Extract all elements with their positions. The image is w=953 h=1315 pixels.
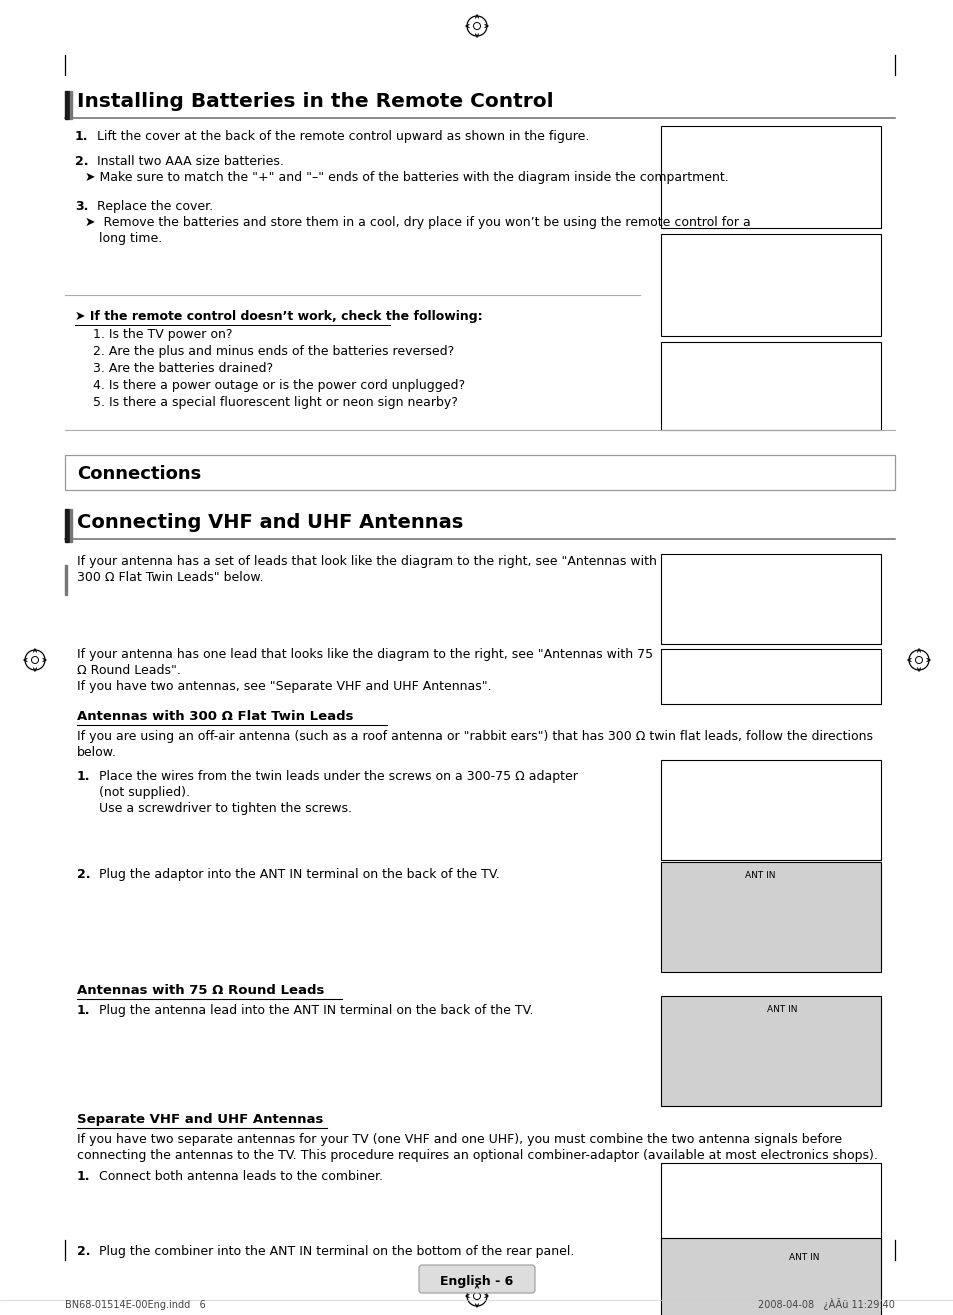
Text: below.: below.: [77, 746, 117, 759]
Text: ANT IN: ANT IN: [788, 1253, 819, 1262]
Text: ➤  Remove the batteries and store them in a cool, dry place if you won’t be usin: ➤ Remove the batteries and store them in…: [85, 216, 750, 229]
Text: ANT IN: ANT IN: [744, 871, 775, 880]
Text: ➤ If the remote control doesn’t work, check the following:: ➤ If the remote control doesn’t work, ch…: [75, 310, 482, 323]
Text: Lift the cover at the back of the remote control upward as shown in the figure.: Lift the cover at the back of the remote…: [97, 130, 589, 143]
Text: 3.: 3.: [75, 200, 89, 213]
Text: 1.: 1.: [77, 771, 91, 782]
Text: English - 6: English - 6: [440, 1276, 513, 1289]
Text: (not supplied).: (not supplied).: [99, 786, 190, 800]
Bar: [65, 91, 69, 118]
Text: 2. Are the plus and minus ends of the batteries reversed?: 2. Are the plus and minus ends of the ba…: [92, 345, 454, 358]
Bar: [660, 342, 880, 430]
Bar: [65, 565, 68, 594]
Text: Antennas with 300 Ω Flat Twin Leads: Antennas with 300 Ω Flat Twin Leads: [77, 710, 354, 723]
Bar: [65, 455, 894, 490]
Bar: [660, 1237, 880, 1315]
Bar: [660, 995, 880, 1106]
Text: 2008-04-08   ¿ÀÃü 11:29:40: 2008-04-08 ¿ÀÃü 11:29:40: [758, 1298, 894, 1310]
Bar: [70, 509, 72, 542]
Text: If your antenna has one lead that looks like the diagram to the right, see "Ante: If your antenna has one lead that looks …: [77, 648, 653, 661]
FancyBboxPatch shape: [418, 1265, 535, 1293]
Bar: [660, 554, 880, 644]
Bar: [660, 760, 880, 860]
Bar: [65, 509, 69, 542]
Text: 300 Ω Flat Twin Leads" below.: 300 Ω Flat Twin Leads" below.: [77, 571, 263, 584]
Bar: [660, 1162, 880, 1248]
Text: Use a screwdriver to tighten the screws.: Use a screwdriver to tighten the screws.: [99, 802, 352, 815]
Text: long time.: long time.: [99, 231, 162, 245]
Bar: [660, 863, 880, 972]
Text: If you are using an off-air antenna (such as a roof antenna or "rabbit ears") th: If you are using an off-air antenna (suc…: [77, 730, 872, 743]
Text: If you have two antennas, see "Separate VHF and UHF Antennas".: If you have two antennas, see "Separate …: [77, 680, 491, 693]
Bar: [660, 650, 880, 704]
Text: 1. Is the TV power on?: 1. Is the TV power on?: [92, 327, 233, 341]
Text: 1.: 1.: [77, 1170, 91, 1184]
Bar: [660, 126, 880, 227]
Text: 5. Is there a special fluorescent light or neon sign nearby?: 5. Is there a special fluorescent light …: [92, 396, 457, 409]
Text: 1.: 1.: [77, 1003, 91, 1016]
Text: connecting the antennas to the TV. This procedure requires an optional combiner-: connecting the antennas to the TV. This …: [77, 1149, 877, 1162]
Text: Connect both antenna leads to the combiner.: Connect both antenna leads to the combin…: [99, 1170, 382, 1184]
Text: If you have two separate antennas for your TV (one VHF and one UHF), you must co: If you have two separate antennas for yo…: [77, 1134, 841, 1145]
Text: 4. Is there a power outage or is the power cord unplugged?: 4. Is there a power outage or is the pow…: [92, 379, 465, 392]
Text: Antennas with 75 Ω Round Leads: Antennas with 75 Ω Round Leads: [77, 984, 324, 997]
Text: 2.: 2.: [75, 155, 89, 168]
Text: Separate VHF and UHF Antennas: Separate VHF and UHF Antennas: [77, 1112, 323, 1126]
Bar: [70, 91, 72, 118]
Text: If your antenna has a set of leads that look like the diagram to the right, see : If your antenna has a set of leads that …: [77, 555, 657, 568]
Bar: [660, 234, 880, 337]
Text: Ω Round Leads".: Ω Round Leads".: [77, 664, 181, 677]
Text: Place the wires from the twin leads under the screws on a 300-75 Ω adapter: Place the wires from the twin leads unde…: [99, 771, 578, 782]
Text: Installing Batteries in the Remote Control: Installing Batteries in the Remote Contr…: [77, 92, 553, 110]
Text: Plug the antenna lead into the ANT IN terminal on the back of the TV.: Plug the antenna lead into the ANT IN te…: [99, 1003, 533, 1016]
Text: BN68-01514E-00Eng.indd   6: BN68-01514E-00Eng.indd 6: [65, 1301, 206, 1310]
Text: Replace the cover.: Replace the cover.: [97, 200, 213, 213]
Text: Plug the combiner into the ANT IN terminal on the bottom of the rear panel.: Plug the combiner into the ANT IN termin…: [99, 1245, 574, 1258]
Text: Connections: Connections: [77, 466, 201, 483]
Text: Install two AAA size batteries.: Install two AAA size batteries.: [97, 155, 284, 168]
Text: Connecting VHF and UHF Antennas: Connecting VHF and UHF Antennas: [77, 513, 463, 533]
Text: ANT IN: ANT IN: [766, 1005, 797, 1014]
Text: 3. Are the batteries drained?: 3. Are the batteries drained?: [92, 362, 273, 375]
Text: 2.: 2.: [77, 1245, 91, 1258]
Text: Plug the adaptor into the ANT IN terminal on the back of the TV.: Plug the adaptor into the ANT IN termina…: [99, 868, 499, 881]
Text: 1.: 1.: [75, 130, 89, 143]
Text: 2.: 2.: [77, 868, 91, 881]
Text: ➤ Make sure to match the "+" and "–" ends of the batteries with the diagram insi: ➤ Make sure to match the "+" and "–" end…: [85, 171, 728, 184]
